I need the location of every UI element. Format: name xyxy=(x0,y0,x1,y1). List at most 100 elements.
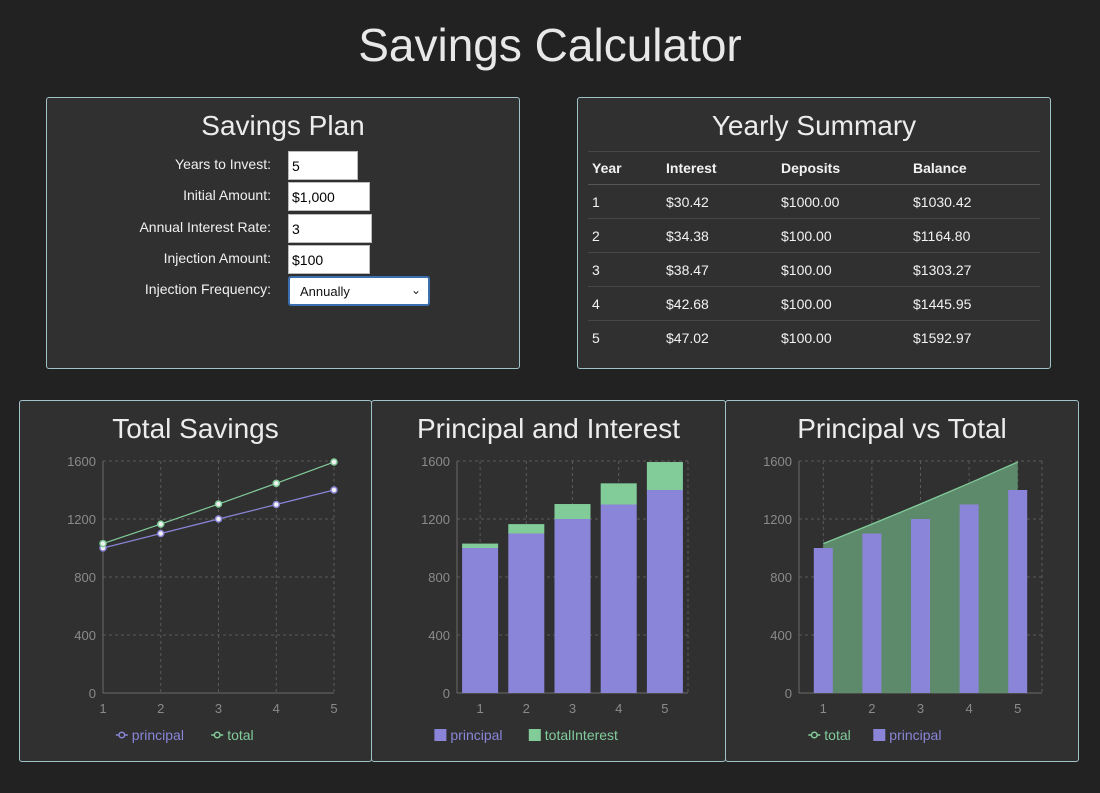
y-tick-label: 1600 xyxy=(421,454,450,469)
table-row: 1 $30.42 $1000.00 $1030.42 xyxy=(588,184,1040,219)
principal-vs-total-title: Principal vs Total xyxy=(797,413,1007,444)
yearly-summary-panel: Yearly Summary Year Interest Deposits Ba… xyxy=(577,97,1051,369)
bar-principal xyxy=(462,548,499,693)
bar-principal xyxy=(646,490,683,693)
x-tick-label: 3 xyxy=(215,701,222,716)
injection-amount-label: Injection Amount: xyxy=(163,250,271,266)
bar-principal xyxy=(862,533,882,693)
cell-interest: $47.02 xyxy=(666,329,709,346)
y-tick-label: 1200 xyxy=(421,512,450,527)
total-savings-chart-panel: Total Savings 0 400 800 1200 1600 1 2 3 4 5 princi… xyxy=(19,400,372,762)
bar-principal xyxy=(959,504,979,693)
table-row: 5 $47.02 $100.00 $1592.97 xyxy=(588,321,1040,355)
injection-frequency-value: Annually xyxy=(300,284,350,299)
cell-deposits: $100.00 xyxy=(777,252,909,287)
bar-principal xyxy=(813,548,833,693)
principal-interest-chart: 0 400 800 1200 1600 1 2 3 4 5 principal totalIntere… xyxy=(421,454,689,743)
x-tick-label: 4 xyxy=(965,701,972,716)
legend-label: principal xyxy=(889,727,941,743)
bar-principal xyxy=(600,504,637,693)
legend-point-marker xyxy=(118,731,126,739)
legend-box-marker xyxy=(434,729,447,741)
data-point xyxy=(99,539,107,548)
injection-frequency-label: Injection Frequency: xyxy=(144,281,271,297)
total-savings-title: Total Savings xyxy=(112,413,279,444)
cell-balance: $1164.80 xyxy=(909,218,1040,253)
series-totalinterest xyxy=(462,462,683,548)
series-principal xyxy=(813,490,1028,693)
legend-item-total: total xyxy=(211,727,254,743)
bar-principal xyxy=(554,519,591,693)
cell-balance: $1592.97 xyxy=(913,329,972,346)
cell-balance: $1445.95 xyxy=(909,286,1040,321)
x-tick-label: 2 xyxy=(523,701,530,716)
header-year: Year xyxy=(588,151,662,185)
interest-rate-label: Annual Interest Rate: xyxy=(139,219,271,235)
injection-amount-input[interactable] xyxy=(288,245,370,274)
y-tick-label: 0 xyxy=(443,686,450,701)
yearly-summary-title: Yearly Summary xyxy=(711,110,917,141)
data-point xyxy=(214,515,223,523)
y-tick-label: 1600 xyxy=(763,454,792,469)
injection-frequency-select[interactable]: Annually ⌄ xyxy=(288,276,430,306)
y-tick-label: 1200 xyxy=(763,512,792,527)
savings-plan-panel: Savings Plan Years to Invest: Initial Am… xyxy=(46,97,520,369)
initial-amount-input[interactable] xyxy=(288,182,370,211)
y-tick-label: 800 xyxy=(74,570,96,585)
data-point xyxy=(330,458,338,466)
principal-interest-chart-panel: Principal and Interest 0 400 800 1200 1600 1 2… xyxy=(371,400,726,762)
y-tick-label: 1600 xyxy=(67,454,96,469)
years-input[interactable] xyxy=(288,151,358,180)
principal-interest-title: Principal and Interest xyxy=(416,413,681,444)
legend-item-principal: principal xyxy=(115,727,184,743)
data-point xyxy=(157,520,165,528)
header-interest: Interest xyxy=(662,151,777,185)
principal-vs-total-chart: 0 400 800 1200 1600 1 2 3 4 5 total principal xyxy=(763,454,1043,743)
bar-totalinterest xyxy=(462,543,499,548)
principal-vs-total-chart-panel: Principal vs Total 0 400 800 1200 1600 1 2 3 4 5 t… xyxy=(725,400,1079,762)
cell-deposits: $100.00 xyxy=(781,329,832,346)
header-balance: Balance xyxy=(909,151,1040,185)
y-tick-label: 0 xyxy=(785,686,792,701)
table-row: 2 $34.38 $100.00 $1164.80 xyxy=(588,218,1040,253)
legend-label: totalInterest xyxy=(545,727,618,743)
y-tick-label: 400 xyxy=(74,628,96,643)
x-tick-label: 1 xyxy=(820,701,827,716)
y-tick-label: 1200 xyxy=(67,512,96,527)
total-savings-chart: 0 400 800 1200 1600 1 2 3 4 5 principal total xyxy=(67,454,338,743)
bar-totalinterest xyxy=(646,462,683,490)
legend-item-principal: principal xyxy=(434,727,503,743)
y-tick-label: 800 xyxy=(770,570,792,585)
y-tick-label: 800 xyxy=(428,570,450,585)
table-row: 3 $38.47 $100.00 $1303.27 xyxy=(588,252,1040,287)
data-point xyxy=(214,500,223,508)
cell-deposits: $100.00 xyxy=(777,218,909,253)
x-tick-label: 3 xyxy=(569,701,576,716)
x-tick-label: 5 xyxy=(661,701,668,716)
interest-rate-input[interactable] xyxy=(288,214,372,243)
initial-amount-label: Initial Amount: xyxy=(183,187,271,203)
injection-amount-row: Injection Amount: xyxy=(47,245,521,275)
data-point xyxy=(330,486,338,494)
page-title: Savings Calculator xyxy=(358,19,742,71)
y-tick-label: 400 xyxy=(770,628,792,643)
series-total xyxy=(99,458,338,548)
cell-deposits: $100.00 xyxy=(777,286,909,321)
x-tick-label: 2 xyxy=(157,701,164,716)
cell-year: 3 xyxy=(588,252,662,287)
data-point xyxy=(272,500,280,509)
legend-item-totalinterest: totalInterest xyxy=(528,727,618,743)
initial-amount-row: Initial Amount: xyxy=(47,182,521,212)
bar-totalinterest xyxy=(600,483,637,505)
bar-principal xyxy=(1008,490,1028,693)
injection-frequency-row: Injection Frequency: Annually ⌄ xyxy=(47,276,521,306)
cell-year: 2 xyxy=(588,218,662,253)
y-tick-label: 400 xyxy=(428,628,450,643)
savings-plan-title: Savings Plan xyxy=(201,110,365,141)
bar-totalinterest xyxy=(508,524,545,534)
cell-year: 5 xyxy=(592,329,600,346)
bar-principal xyxy=(508,533,545,693)
cell-balance: $1303.27 xyxy=(909,252,1040,287)
x-tick-label: 5 xyxy=(1014,701,1021,716)
y-tick-label: 0 xyxy=(89,686,96,701)
